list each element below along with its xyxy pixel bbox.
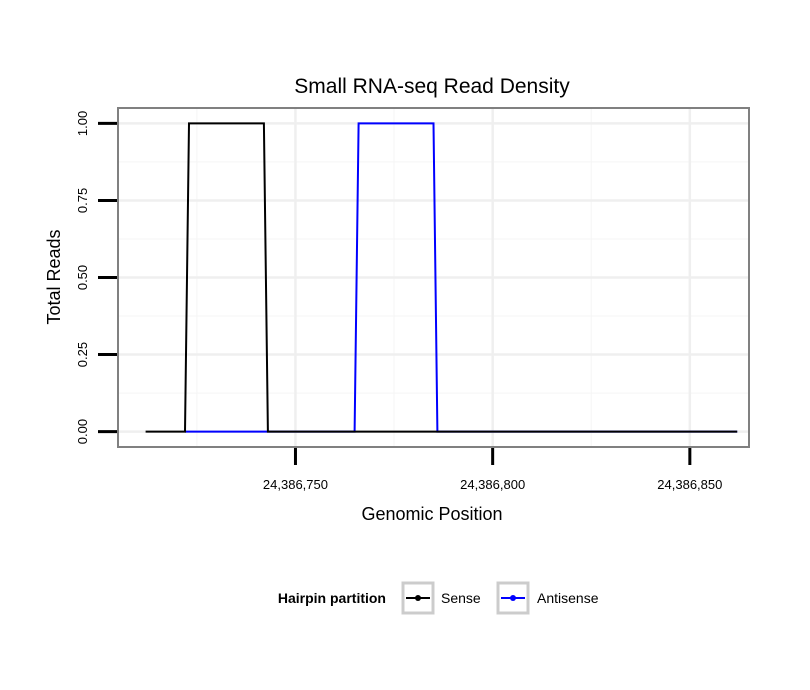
legend-key-point-sense — [415, 595, 421, 601]
y-tick-label: 0.50 — [75, 265, 90, 290]
chart-title: Small RNA-seq Read Density — [294, 75, 570, 98]
y-axis-label: Total Reads — [44, 229, 64, 324]
series-line-sense — [145, 122, 738, 433]
legend-title: Hairpin partition — [278, 590, 386, 606]
x-axis: 24,386,750 24,386,800 24,386,850 — [263, 448, 722, 492]
y-tick-label: 0.25 — [75, 342, 90, 367]
legend-label-antisense: Antisense — [537, 590, 599, 606]
x-tick-label: 24,386,750 — [263, 477, 328, 492]
x-axis-label: Genomic Position — [361, 504, 502, 524]
y-tick-label: 0.75 — [75, 188, 90, 213]
legend-label-sense: Sense — [441, 590, 481, 606]
y-tick-label: 1.00 — [75, 111, 90, 136]
legend-key-point-antisense — [510, 595, 516, 601]
y-tick-label: 0.00 — [75, 419, 90, 444]
x-tick-label: 24,386,850 — [657, 477, 722, 492]
x-tick-label: 24,386,800 — [460, 477, 525, 492]
plot-border — [117, 107, 750, 448]
legend: Hairpin partition Sense Antisense — [278, 581, 599, 615]
y-axis: 0.00 0.25 0.50 0.75 1.00 — [75, 111, 117, 444]
series-layer — [145, 122, 738, 433]
